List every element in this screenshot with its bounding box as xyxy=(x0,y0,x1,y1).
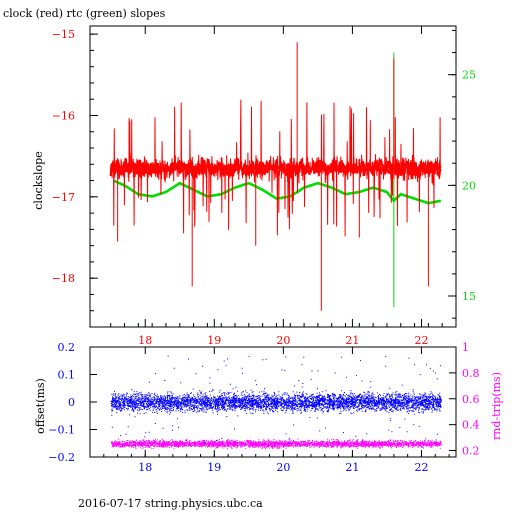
bottom-y2-tick-label: 0.2 xyxy=(462,445,480,458)
top-y-tick-label: −17 xyxy=(52,191,75,204)
bottom-y2-tick-label: 0.6 xyxy=(462,393,480,406)
top-y-tick-label: −18 xyxy=(52,272,75,285)
top-x-tick-label: 19 xyxy=(207,334,221,347)
bottom-x-tick-label: 18 xyxy=(138,461,152,474)
bottom-y2-tick-label: 0.4 xyxy=(462,419,480,432)
bottom-y-tick-label: −0.2 xyxy=(48,451,75,464)
bottom-x-tick-label: 20 xyxy=(276,461,290,474)
top-panel-series xyxy=(109,42,442,311)
axes-layer: 18 19 20 21 22 −18 −17 −16 −15 15 20 25 clockslope 18… xyxy=(32,25,503,474)
top-x-tick-label: 22 xyxy=(414,334,428,347)
top-x-tick-label: 20 xyxy=(276,334,290,347)
bottom-y-tick-label: 0.1 xyxy=(58,369,76,382)
offset-scatter-points xyxy=(110,355,442,444)
top-y2-tick-label: 25 xyxy=(462,69,476,82)
bottom-x-tick-label: 21 xyxy=(345,461,359,474)
rtc-slope-line xyxy=(113,179,442,205)
top-y2-tick-label: 20 xyxy=(462,179,476,192)
bottom-y2-tick-label: 1 xyxy=(462,341,469,354)
clock-slope-band xyxy=(109,157,442,180)
top-y-tick-label: −16 xyxy=(52,109,75,122)
clock-slope-line xyxy=(110,99,442,237)
bottom-panel-series xyxy=(110,355,442,450)
bottom-x-tick-label: 22 xyxy=(414,461,428,474)
top-panel-frame xyxy=(89,25,457,328)
top-x-tick-label: 18 xyxy=(138,334,152,347)
footer-caption: 2016-07-17 string.physics.ubc.ca xyxy=(78,497,263,510)
bottom-y2-tick-label: 0.8 xyxy=(462,367,480,380)
bottom-y-tick-label: 0.2 xyxy=(58,341,76,354)
bottom-y-axis-label: offset(ms) xyxy=(34,378,47,434)
top-y-axis-label: clockslope xyxy=(32,151,45,209)
roundtrip-scatter-points xyxy=(111,438,442,450)
bottom-y-tick-label: 0 xyxy=(68,396,75,409)
bottom-x-tick-label: 19 xyxy=(207,461,221,474)
bottom-y-tick-label: −0.1 xyxy=(48,424,75,437)
top-y2-tick-label: 15 xyxy=(462,290,476,303)
top-y-tick-label: −15 xyxy=(52,28,75,41)
bottom-y2-axis-label: rnd-trip(ms) xyxy=(490,372,503,440)
top-x-tick-label: 21 xyxy=(345,334,359,347)
chart-title: clock (red) rtc (green) slopes xyxy=(3,7,166,20)
